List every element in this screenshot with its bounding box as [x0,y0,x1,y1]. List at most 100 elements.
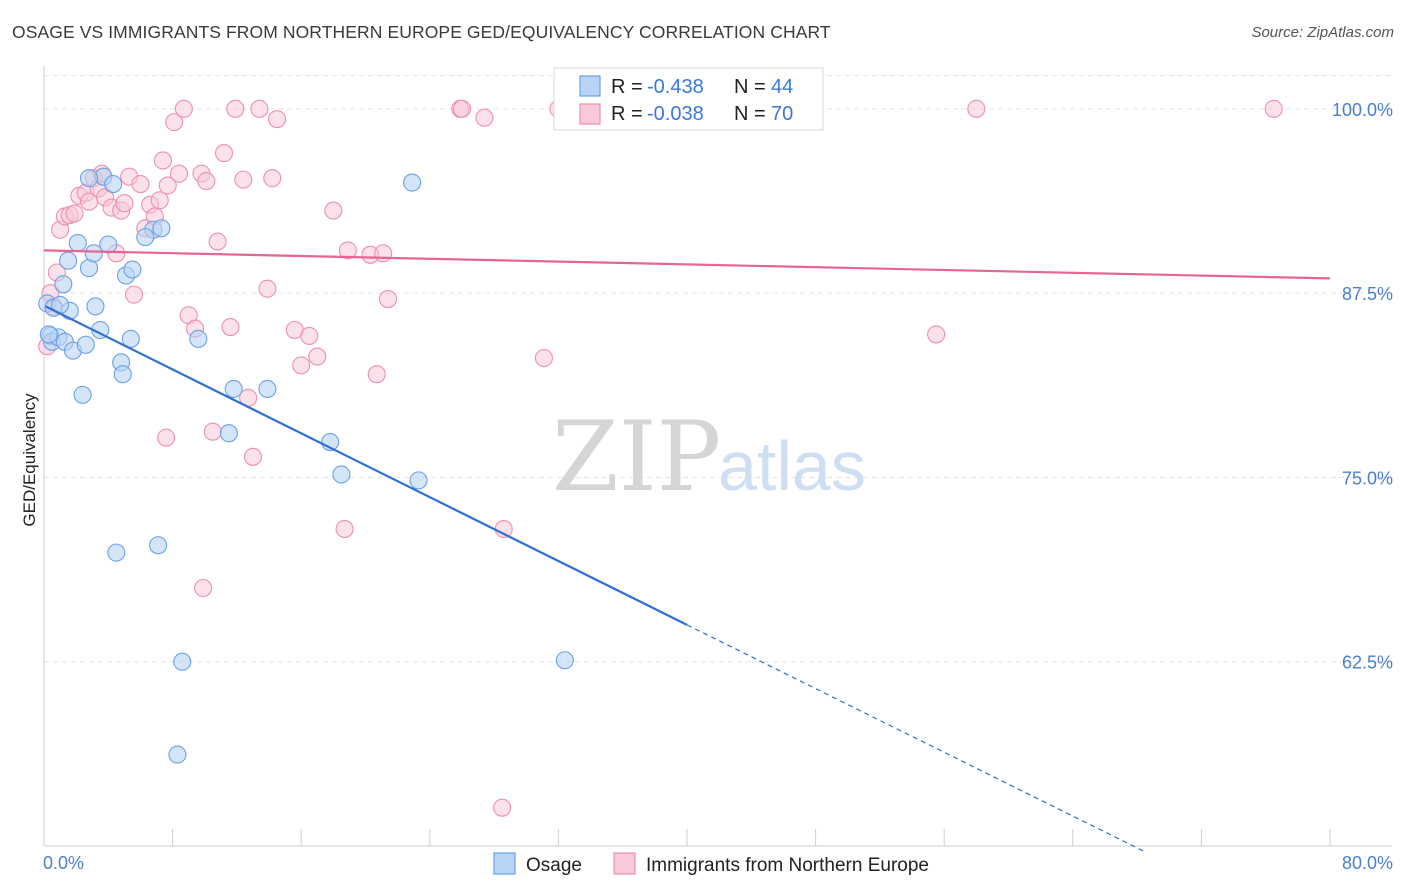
data-point-osage [68,233,87,253]
data-point-osage [113,365,132,384]
data-point-osage [73,385,92,404]
data-point-northern-europe [208,232,227,251]
data-point-northern-europe [268,110,287,129]
bottom-legend: Osage Immigrants from Northern Europe [493,852,929,876]
legend-r-value-osage: -0.438 [647,76,704,98]
data-point-northern-europe [115,194,134,213]
legend-r-value-northern-europe: -0.038 [647,103,704,125]
data-point-northern-europe [338,241,357,260]
data-point-northern-europe [367,365,386,384]
data-point-northern-europe [534,348,553,368]
data-point-northern-europe [153,151,173,170]
y-axis-title: GED/Equivalency [20,393,39,527]
data-point-northern-europe [157,428,176,447]
watermark-zip: ZIP [552,401,721,513]
data-point-northern-europe [234,170,253,189]
data-point-osage [107,543,126,562]
trend-line-northern-europe [43,249,1331,280]
data-point-northern-europe [475,108,494,127]
trend-line-osage [45,305,688,626]
data-point-northern-europe [203,422,222,441]
y-tick-label: 100.0% [1332,100,1393,120]
y-tick-label: 75.0% [1342,468,1393,488]
data-point-osage [123,260,142,279]
data-point-northern-europe [300,326,319,345]
axes [43,66,1392,847]
data-point-osage [224,379,243,399]
legend-swatch-northern-europe [579,103,601,125]
bottom-legend-label-northern-europe: Immigrants from Northern Europe [646,855,929,876]
legend-r-label-osage: R = [611,76,643,98]
data-point-osage [189,329,208,348]
data-point-northern-europe [197,172,216,191]
data-point-northern-europe [243,447,263,466]
data-point-northern-europe [324,201,343,220]
source-label: Source: ZipAtlas.com [1251,24,1394,41]
data-point-osage [54,275,73,294]
data-point-osage [59,251,78,270]
data-point-northern-europe [967,99,986,118]
data-point-northern-europe [335,519,354,539]
legend-swatch-osage [579,75,601,97]
trend-lines [43,249,1331,853]
y-tick-labels: 62.5% 75.0% 87.5% 100.0% [1332,100,1393,673]
legend-n-label-northern-europe: N = [734,103,766,125]
data-point-osage [149,536,168,555]
bottom-legend-swatch-northern-europe [613,852,636,875]
data-point-osage [555,651,574,670]
data-point-northern-europe [194,578,213,598]
data-point-osage [332,465,351,484]
data-point-northern-europe [158,176,177,195]
data-point-northern-europe [263,169,282,188]
data-point-osage [104,174,123,194]
trend-line-osage-extrapolated [686,624,1146,853]
legend-box: R = -0.438 N = 44 R = -0.038 N = 70 [553,67,824,131]
data-point-northern-europe [65,204,84,223]
data-point-northern-europe [292,356,311,375]
data-point-osage [152,219,171,238]
bottom-legend-label-osage: Osage [526,855,582,876]
bottom-legend-swatch-osage [493,852,516,875]
data-point-northern-europe [493,798,512,817]
data-point-northern-europe [1264,99,1283,118]
data-point-northern-europe [226,99,245,118]
data-point-northern-europe [374,244,393,263]
data-point-northern-europe [927,325,946,344]
chart-title: OSAGE VS IMMIGRANTS FROM NORTHERN EUROPE… [12,22,831,42]
legend-n-value-osage: 44 [771,76,793,98]
data-point-northern-europe [174,99,193,118]
legend-n-value-northern-europe: 70 [771,103,793,125]
data-point-osage [99,235,118,254]
data-point-osage [84,244,103,263]
data-point-osage [79,169,99,188]
data-point-northern-europe [250,99,269,118]
data-point-northern-europe [221,318,240,337]
grid-lines [44,75,1392,663]
data-point-northern-europe [169,164,189,183]
data-point-northern-europe [452,99,472,118]
data-point-northern-europe [308,347,327,366]
data-point-osage [121,329,140,348]
y-tick-label: 87.5% [1342,284,1393,304]
data-point-northern-europe [378,289,398,309]
legend-n-label-osage: N = [734,76,766,98]
legend-r-label-northern-europe: R = [611,103,643,125]
data-point-osage [258,379,277,399]
data-point-osage [86,297,105,316]
data-point-northern-europe [124,285,144,304]
data-point-northern-europe [214,144,234,163]
data-point-northern-europe [150,191,169,210]
data-point-osage [76,335,95,354]
data-point-osage [409,471,428,490]
data-point-northern-europe [258,279,277,298]
data-point-osage [168,745,187,764]
data-point-osage [39,325,58,344]
data-point-osage [173,652,192,671]
x-tick-label-min: 0.0% [43,853,84,873]
data-point-osage [219,424,238,443]
data-point-northern-europe [131,174,150,194]
data-point-osage [136,228,155,247]
data-point-osage [403,173,422,192]
x-tick-label-max: 80.0% [1342,853,1393,873]
